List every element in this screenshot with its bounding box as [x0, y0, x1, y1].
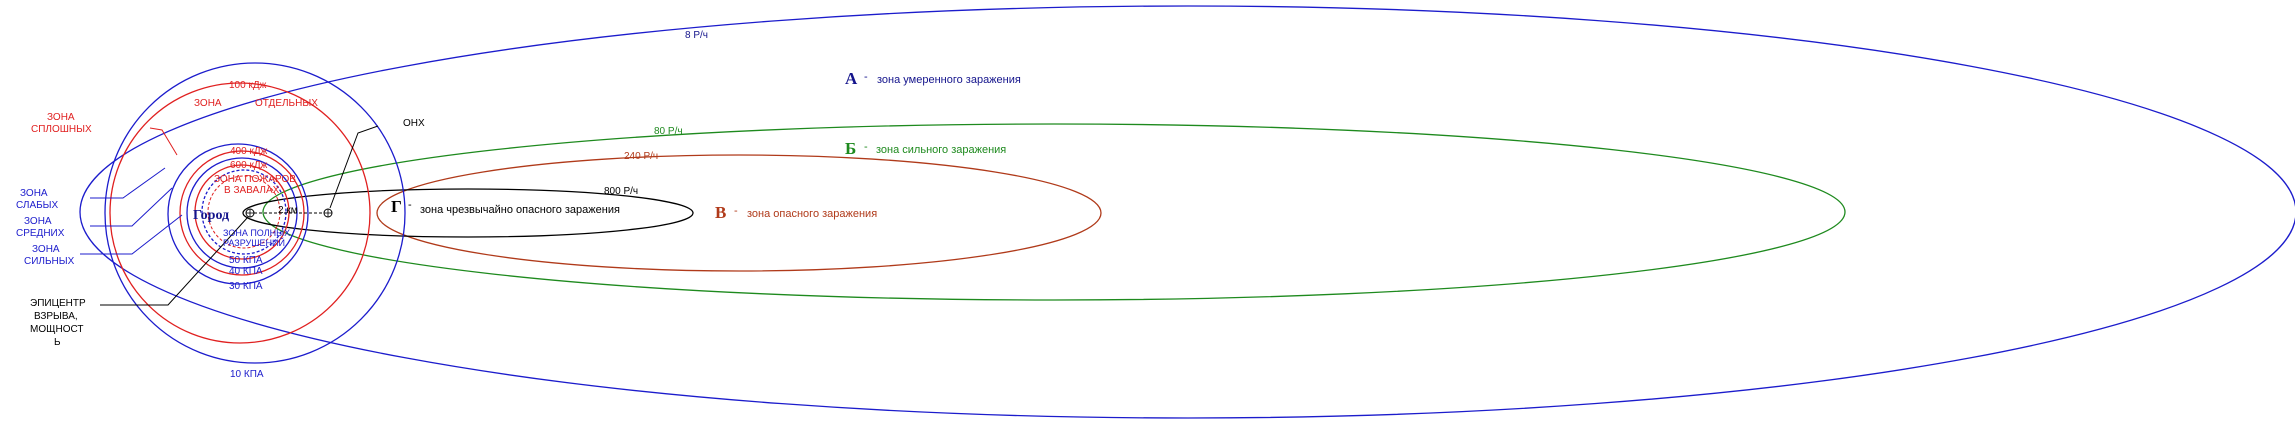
pressure-10-label: 10 КПА [230, 369, 264, 380]
zone-a-text: зона умеренного заражения [877, 74, 1021, 86]
epicenter-label-4: Ь [54, 337, 61, 348]
epicenter-label-1: ЭПИЦЕНТР [30, 298, 86, 309]
strong-zone-leader [80, 214, 183, 255]
pressure-40-label: 40 КПА [229, 266, 263, 277]
zone-full-destruction-label-2: РАЗРУШЕНИЙ [223, 237, 285, 248]
fire-zone-circle [207, 175, 281, 249]
zone-a-ellipse [79, 5, 2295, 419]
contour-80-label: 80 Р/ч [654, 126, 683, 137]
zone-g-ellipse [242, 188, 694, 238]
zone-b-letter: Б [845, 139, 856, 158]
contour-8-label: 8 Р/ч [685, 30, 708, 41]
pressure-30-circle [167, 143, 309, 285]
zone-fire-label-2: В ЗАВАЛАХ [224, 185, 280, 196]
onh-leader-line [329, 125, 379, 209]
city-label: Город [193, 208, 229, 223]
zone-g-letter: Г [391, 197, 402, 216]
zone-strong-label-1: ЗОНА [32, 244, 60, 255]
zone-g-text: зона чрезвычайно опасного заражения [420, 204, 620, 216]
zone-v-text: зона опасного заражения [747, 208, 877, 220]
pressure-30-label: 30 КПА [229, 281, 263, 292]
zone-v-letter: В [715, 203, 726, 222]
contour-800-label: 800 Р/ч [604, 186, 638, 197]
zone-separate-label-2: ОТДЕЛЬНЫХ [255, 98, 318, 109]
zone-weak-label-2: СЛАБЫХ [16, 200, 59, 211]
zone-weak-label-1: ЗОНА [20, 188, 48, 199]
zone-g-dash: - [408, 199, 412, 211]
pressure-10-circle [104, 62, 406, 364]
onh-label: ОНХ [403, 118, 425, 129]
zone-a-dash: - [864, 71, 868, 83]
distance-label: 2 км [278, 205, 298, 216]
zone-v-dash: - [734, 205, 738, 217]
zone-fire-label-1: ЗОНА ПОЖАРОВ [214, 174, 296, 185]
epicenter-label-3: МОЩНОСТ [30, 324, 83, 335]
weak-zone-leader [90, 167, 166, 199]
zone-b-text: зона сильного заражения [876, 144, 1006, 156]
heat-600-label: 600 кДж [230, 160, 268, 171]
heat-600-circle [194, 164, 290, 260]
zone-separate-label-1: ЗОНА [194, 98, 222, 109]
zone-full-destruction-label-1: ЗОНА ПОЛНЫХ [223, 228, 290, 238]
zone-b-ellipse [262, 123, 1846, 301]
zone-mid-label-2: СРЕДНИХ [16, 228, 65, 239]
zone-b-dash: - [864, 141, 868, 153]
mid-zone-leader [90, 187, 173, 227]
zone-a-letter: А [845, 69, 858, 88]
heat-100-label: 100 кДж [229, 80, 267, 91]
zone-full-label-2: СПЛОШНЫХ [31, 124, 92, 135]
epicenter-leader [100, 216, 249, 306]
heat-400-label: 400 кДж [230, 146, 268, 157]
zone-strong-label-2: СИЛЬНЫХ [24, 256, 75, 267]
contour-240-label: 240 Р/ч [624, 151, 658, 162]
zone-v-ellipse [376, 154, 1102, 272]
pressure-50-label: 50 КПА [229, 255, 263, 266]
full-zone-leader [149, 127, 178, 156]
epicenter-label-2: ВЗРЫВА, [34, 311, 78, 322]
heat-100-circle [109, 82, 371, 344]
zone-mid-label-1: ЗОНА [24, 216, 52, 227]
zone-full-label-1: ЗОНА [47, 112, 75, 123]
pressure-50-circle [201, 169, 287, 255]
